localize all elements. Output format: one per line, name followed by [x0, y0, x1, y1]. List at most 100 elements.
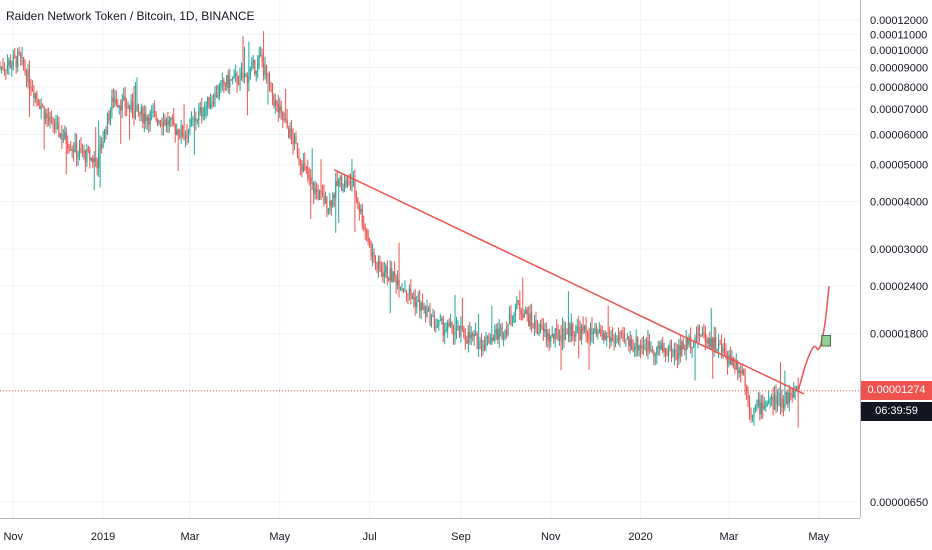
candle	[585, 317, 587, 343]
candle	[553, 333, 555, 344]
candle	[329, 193, 331, 215]
candle	[579, 320, 581, 341]
time-axis[interactable]: Nov 2019 Mar May Jul Sep Nov 2020 Mar May	[0, 518, 860, 544]
candle	[127, 101, 129, 110]
price-label: 0.00002400	[870, 281, 928, 293]
candle	[229, 68, 231, 95]
candle	[489, 333, 491, 345]
candle	[620, 330, 623, 339]
projection-curve[interactable]	[797, 285, 830, 392]
candle	[542, 318, 544, 341]
candle	[177, 128, 179, 171]
candle	[775, 384, 777, 414]
candle	[264, 56, 266, 80]
candle	[24, 59, 26, 76]
candle	[498, 319, 500, 348]
candle	[570, 313, 572, 342]
candle	[604, 330, 606, 341]
candle	[377, 255, 380, 278]
candle	[12, 49, 14, 71]
candle	[648, 333, 651, 355]
candle	[37, 98, 39, 106]
candle	[423, 302, 425, 314]
candle	[108, 109, 110, 125]
candle	[548, 328, 550, 352]
candle	[257, 55, 259, 79]
candle	[249, 66, 251, 80]
candle	[713, 326, 715, 357]
candle	[339, 174, 341, 188]
candle	[545, 322, 547, 348]
candle	[505, 321, 508, 339]
target-box[interactable]	[821, 334, 832, 347]
candle	[450, 313, 452, 329]
candle	[3, 62, 6, 76]
candle	[510, 305, 512, 327]
candle	[408, 284, 410, 301]
candle	[254, 59, 256, 77]
candle	[386, 260, 388, 286]
candle	[50, 110, 53, 125]
candle	[308, 167, 310, 186]
candle	[73, 142, 75, 162]
candle	[364, 223, 366, 240]
candle	[30, 78, 32, 97]
candle	[42, 103, 44, 108]
candle	[114, 89, 116, 107]
candle	[286, 108, 288, 129]
candle	[33, 85, 35, 107]
candle	[625, 339, 627, 347]
candle	[351, 158, 353, 192]
candle	[681, 339, 683, 357]
candle	[285, 88, 287, 124]
candle	[675, 342, 677, 361]
candle	[470, 325, 472, 346]
candle	[124, 86, 126, 117]
candle	[131, 93, 134, 119]
candle	[703, 323, 705, 339]
candle	[162, 112, 165, 136]
candle	[457, 320, 459, 331]
candle	[569, 322, 571, 343]
candle	[485, 332, 487, 352]
candle	[558, 329, 561, 346]
candle	[14, 47, 16, 59]
candle	[773, 385, 776, 411]
candle	[617, 327, 620, 345]
candle	[333, 192, 335, 208]
candle	[497, 322, 499, 344]
candle	[455, 316, 458, 339]
candle	[156, 117, 159, 127]
candle	[385, 263, 387, 278]
candle	[528, 306, 530, 327]
candle	[479, 336, 481, 350]
candle	[676, 343, 678, 369]
candle	[458, 325, 461, 339]
candle	[227, 69, 229, 94]
candle	[170, 117, 172, 127]
candle	[220, 80, 222, 94]
trendline[interactable]	[333, 169, 805, 395]
candle	[790, 387, 792, 401]
candle	[258, 47, 260, 69]
candle	[369, 237, 371, 248]
candle	[413, 290, 415, 308]
candle	[576, 318, 578, 334]
candle	[34, 92, 36, 104]
candle	[697, 324, 699, 349]
candle	[556, 319, 558, 340]
price-label: 0.00010000	[870, 45, 928, 57]
countdown-tag: 06:39:59	[861, 401, 932, 421]
candle	[221, 72, 223, 91]
candle	[299, 158, 302, 175]
candle	[277, 94, 279, 122]
candle	[464, 328, 466, 350]
candle	[441, 316, 443, 325]
candle	[454, 294, 456, 345]
candle	[672, 348, 674, 358]
candle	[667, 344, 670, 363]
price-axis[interactable]: 0.00012000 0.00011000 0.00010000 0.00009000…	[860, 0, 929, 518]
candle	[436, 318, 438, 328]
candle	[732, 356, 734, 369]
